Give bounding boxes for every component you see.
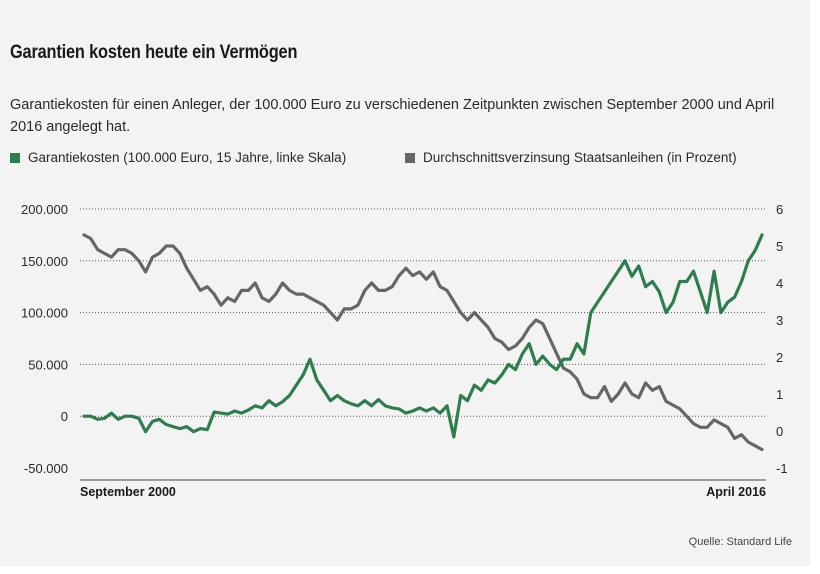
right-tick-label: 6	[776, 202, 783, 217]
right-tick-label: 3	[776, 313, 783, 328]
x-label-start: September 2000	[80, 485, 176, 499]
left-tick-label: 100.000	[21, 306, 68, 321]
chart-card: Garantien kosten heute ein Vermögen Gara…	[0, 0, 810, 566]
line-chart: 200.000 150.000 100.000 50.000 0 -50.000 6 5 4 3…	[21, 202, 788, 499]
legend-label-verzinsung: Durchschnittsverzinsung Staatsanleihen (…	[423, 150, 737, 165]
series-line-verzinsung	[82, 233, 764, 452]
right-tick-label: -1	[776, 461, 788, 476]
left-tick-label: 200.000	[21, 202, 68, 217]
right-tick-label: 2	[776, 350, 783, 365]
right-axis-ticks: 6 5 4 3 2 1 0 -1	[776, 202, 788, 476]
right-tick-label: 5	[776, 239, 783, 254]
right-tick-label: 1	[776, 387, 783, 402]
left-axis-ticks: 200.000 150.000 100.000 50.000 0 -50.000	[21, 202, 68, 476]
source-note: Quelle: Standard Life	[688, 536, 792, 548]
legend: Garantiekosten (100.000 Euro, 15 Jahre, …	[0, 150, 810, 170]
series-line-garantiekosten	[82, 233, 764, 439]
left-tick-label: 150.000	[21, 254, 68, 269]
left-tick-label: -50.000	[24, 461, 68, 476]
chart-title: Garantien kosten heute ein Vermögen	[10, 42, 298, 63]
grid	[80, 208, 766, 417]
x-label-end: April 2016	[706, 485, 766, 499]
right-tick-label: 0	[776, 424, 783, 439]
series-group	[82, 233, 764, 452]
chart-subtitle: Garantiekosten für einen Anleger, der 10…	[10, 97, 775, 135]
left-tick-label: 50.000	[28, 357, 68, 372]
legend-label-garantiekosten: Garantiekosten (100.000 Euro, 15 Jahre, …	[28, 150, 347, 165]
legend-swatch-green	[10, 152, 20, 163]
legend-swatch-gray	[405, 152, 415, 163]
legend-item-garantiekosten: Garantiekosten (100.000 Euro, 15 Jahre, …	[10, 150, 346, 165]
legend-item-verzinsung: Durchschnittsverzinsung Staatsanleihen (…	[405, 150, 737, 165]
right-tick-label: 4	[776, 276, 783, 291]
left-tick-label: 0	[61, 409, 68, 424]
